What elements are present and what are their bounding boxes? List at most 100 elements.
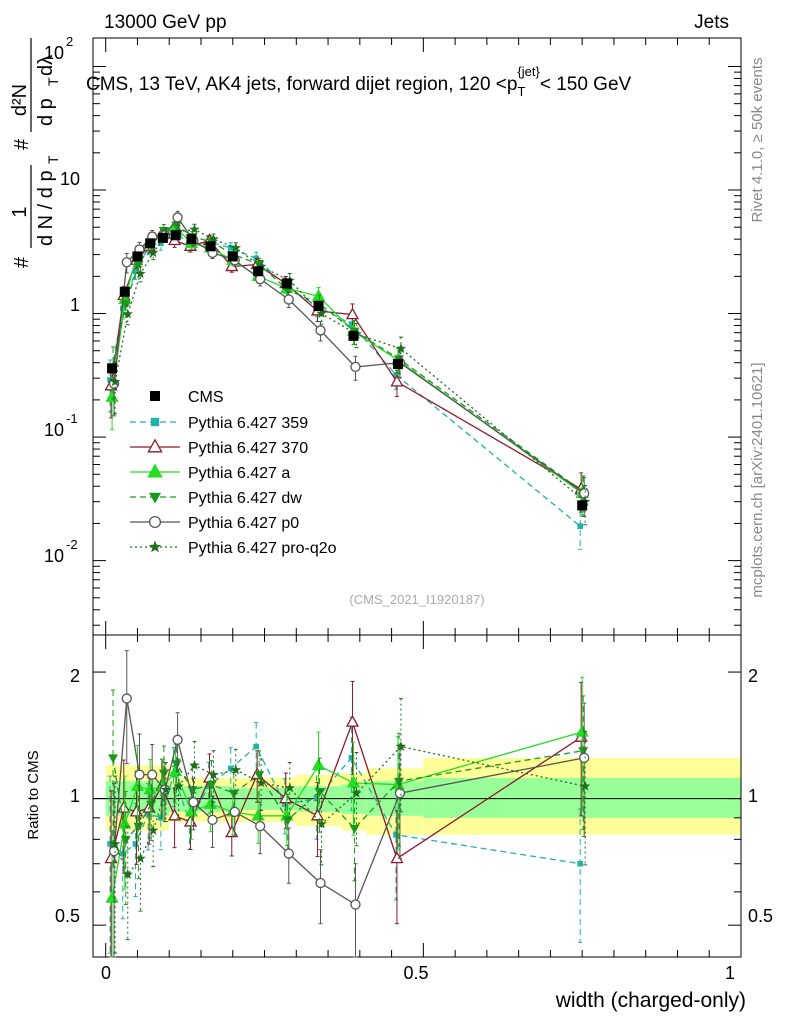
ratio-marker-dw-14 [578,747,589,757]
marker-cms-4 [157,232,168,243]
marker-a-0 [105,389,119,402]
main-ytick-labels: 10 -2 10 -1 1 10 10 2 [44,34,80,566]
ratio-marker-dw-0 [108,754,119,764]
xtick-label-1: 1 [725,963,735,983]
ratio-marker-370-10 [279,791,293,804]
ratio-marker-359-11 [313,795,320,802]
ratio-marker-370-5 [167,808,182,821]
marker-cms-10 [281,278,292,289]
ratio-marker-a-6 [184,804,199,817]
marker-cms-11 [313,301,324,312]
ratio-marker-359-12 [348,755,355,761]
marker-p0-14 [579,488,590,499]
title-sub: T [517,84,525,99]
ratio-marker-q2o-8 [230,764,241,775]
marker-cms-0 [107,363,118,374]
ratio-marker-p0-7 [207,814,218,826]
main-ylabel: # 1 d N / d p T # d²N d p T dλ [9,38,61,268]
legend-symbol-q2o [148,540,162,553]
legend-symbol-a [147,463,163,478]
series-line-a [111,226,583,494]
ratio-marker-q2o-3 [147,824,159,835]
ratio-marker-q2o-9 [255,777,267,788]
marker-p0-10 [283,294,294,305]
ratio-marker-q2o-1 [122,869,133,879]
ratio-marker-359-1 [119,850,126,857]
ytick-label-100: 10 [44,43,64,63]
marker-cms-12 [348,330,359,341]
marker-q2o-7 [208,233,219,244]
plot-title: CMS, 13 TeV, AK4 jets, forward dijet reg… [86,64,632,99]
ratio-marker-dw-4 [158,769,169,779]
ratio-marker-p0-8 [229,806,240,818]
svg-text:CMS, 13 TeV, AK4 jets, forward: CMS, 13 TeV, AK4 jets, forward dijet reg… [86,64,632,99]
marker-359-2 [132,268,139,275]
marker-cms-8 [227,251,238,262]
marker-359-14 [577,523,583,529]
marker-359-0 [107,377,113,383]
ratio-marker-q2o-2 [135,853,146,863]
title-sup: {jet} [517,64,540,79]
ylabel-one: 1 [9,206,31,217]
legend-label-q2o: Pythia 6.427 pro-q2o [188,540,337,557]
legend-label-dw: Pythia 6.427 dw [188,490,302,507]
ratio-marker-q2o-4 [160,784,172,795]
analysis-watermark: (CMS_2021_I1920187) [349,592,484,607]
marker-p0-11 [315,325,326,336]
ratio-marker-p0-2 [134,769,145,780]
legend-label-359: Pythia 6.427 359 [188,415,308,432]
marker-p0-12 [350,361,361,373]
ratio-marker-dw-3 [146,800,157,810]
legend-symbol-dw [149,492,161,504]
ratio-marker-359-14 [577,860,583,867]
series-line-q2o [114,228,586,503]
ratio-marker-q2o-12 [351,787,362,798]
ratio-ytick-0.5-left: 0.5 [55,906,80,926]
ylabel-denomA-sub: T [45,155,61,164]
ratio-marker-p0-1 [121,693,132,704]
marker-cms-3 [145,238,156,249]
marker-cms-2 [132,251,143,262]
ratio-marker-a-11 [311,757,326,770]
ratio-ytick-labels: 0.5 1 2 0.5 1 2 [55,666,773,926]
header-left: 13000 GeV pp [104,12,227,33]
marker-cms-1 [119,286,130,297]
ratio-marker-p0-11 [315,877,326,889]
legend-symbol-370 [147,438,163,453]
ratio-marker-dw-12 [349,824,360,834]
ytick-label-0.1: 10 [44,420,64,440]
xtick-labels: 0 0.5 1 [101,963,735,983]
ratio-marker-p0-3 [147,769,158,780]
ratio-marker-359-3 [145,811,151,817]
marker-cms-9 [253,266,264,277]
marker-q2o-2 [135,268,146,279]
ratio-marker-359-7 [205,783,212,790]
ratio-marker-dw-10 [282,816,293,826]
ratio-marker-dw-5 [171,760,182,770]
legend: CMS Pythia 6.427 359 Pythia 6.427 370 Py… [130,389,337,557]
ratio-marker-a-3 [143,782,157,795]
ratio-marker-q2o-10 [284,782,295,793]
marker-cms-7 [205,241,216,252]
ylabel-denomB-sub: T [45,77,61,86]
ratio-marker-dw-9 [254,771,265,781]
ytick-exp-0.1: -1 [66,411,78,426]
legend-label-p0: Pythia 6.427 p0 [188,515,299,532]
ratio-marker-p0-5 [172,734,183,745]
ratio-ytick-2-right: 2 [748,666,758,686]
marker-cms-6 [186,234,197,245]
legend-label-a: Pythia 6.427 a [188,465,290,482]
ratio-marker-p0-14 [579,752,590,764]
ytick-exp-0.01: -2 [66,537,78,552]
legend-label-cms: CMS [188,389,224,406]
legend-label-370: Pythia 6.427 370 [188,440,308,457]
xtick-label-0.5: 0.5 [403,963,428,983]
ratio-marker-a-0 [105,890,119,903]
marker-q2o-11 [316,308,327,318]
ylabel-d2n: d²N [9,84,31,116]
ratio-marker-359-2 [132,841,139,847]
ratio-marker-p0-12 [350,899,361,910]
marker-359-4 [158,240,164,247]
ratio-marker-q2o-0 [109,838,121,849]
ratio-marker-a-9 [251,808,265,821]
